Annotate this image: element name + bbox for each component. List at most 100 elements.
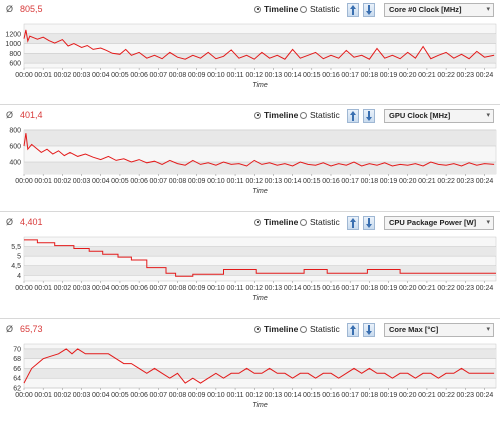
move-up-button[interactable] <box>347 3 359 17</box>
x-tick-label: 00:06 <box>130 285 148 292</box>
statistic-radio[interactable]: Statistic <box>300 4 340 14</box>
x-tick-label: 00:16 <box>322 72 340 79</box>
radio-selected-icon <box>254 111 261 119</box>
statistic-radio[interactable]: Statistic <box>300 324 340 334</box>
x-tick-label: 00:05 <box>111 178 129 185</box>
x-tick-label: 00:01 <box>34 392 52 399</box>
chart-panel-core-clock: Ø 805,5 Timeline Statistic Core #0 Clock… <box>0 0 500 104</box>
panel-divider <box>0 211 500 212</box>
x-tick-label: 00:15 <box>303 72 321 79</box>
chevron-down-icon: ▾ <box>486 112 490 119</box>
move-down-button[interactable] <box>363 109 375 123</box>
move-down-button[interactable] <box>363 323 375 337</box>
sensor-select[interactable]: GPU Clock [MHz] ▾ <box>384 109 494 123</box>
timeline-radio[interactable]: Timeline <box>254 110 298 120</box>
x-tick-label: 00:23 <box>457 72 475 79</box>
timeline-radio[interactable]: Timeline <box>254 324 298 334</box>
grid-band <box>24 265 496 276</box>
timeline-radio[interactable]: Timeline <box>254 4 298 14</box>
x-tick-label: 00:24 <box>476 392 494 399</box>
x-tick-label: 00:20 <box>399 72 417 79</box>
x-tick-label: 00:13 <box>265 285 283 292</box>
x-tick-label: 00:09 <box>188 392 206 399</box>
average-value: 4,401 <box>20 217 43 227</box>
move-down-button[interactable] <box>363 3 375 17</box>
x-tick-label: 00:12 <box>245 72 263 79</box>
x-tick-label: 00:22 <box>437 285 455 292</box>
chevron-down-icon: ▾ <box>486 326 490 333</box>
panel-divider <box>0 318 500 319</box>
x-tick-label: 00:08 <box>169 178 187 185</box>
radio-selected-icon <box>254 218 261 226</box>
x-tick-label: 00:23 <box>457 178 475 185</box>
x-axis-label: Time <box>252 188 268 195</box>
x-tick-label: 00:24 <box>476 285 494 292</box>
y-tick-label: 5 <box>17 254 21 261</box>
statistic-label: Statistic <box>310 4 340 14</box>
x-tick-label: 00:12 <box>245 178 263 185</box>
arrow-up-icon <box>350 325 356 335</box>
y-tick-label: 66 <box>13 366 21 373</box>
timeline-label: Timeline <box>264 324 299 334</box>
line-chart: 44,555,500:00 00:01 00:02 00:03 00:04 00:05 00… <box>11 236 497 302</box>
x-tick-label: 00:17 <box>341 285 359 292</box>
x-tick-label: 00:07 <box>150 392 168 399</box>
y-tick-label: 4 <box>17 273 21 280</box>
chevron-down-icon: ▾ <box>486 219 490 226</box>
grid-band <box>24 33 496 44</box>
x-tick-label: 00:14 <box>284 178 302 185</box>
average-symbol: Ø <box>6 217 14 227</box>
x-tick-label: 00:04 <box>92 72 110 79</box>
x-tick-label: 00:05 <box>111 285 129 292</box>
x-tick-label: 00:14 <box>284 72 302 79</box>
x-tick-label: 00:17 <box>341 178 359 185</box>
x-tick-label: 00:00 <box>15 392 33 399</box>
x-tick-label: 00:11 <box>227 178 244 185</box>
x-tick-label: 00:15 <box>303 178 321 185</box>
x-tick-label: 00:10 <box>207 392 225 399</box>
grid-band <box>24 246 496 257</box>
series-line <box>23 29 495 60</box>
x-tick-label: 00:14 <box>284 285 302 292</box>
move-down-button[interactable] <box>363 216 375 230</box>
timeline-radio[interactable]: Timeline <box>254 217 298 227</box>
statistic-radio[interactable]: Statistic <box>300 217 340 227</box>
x-tick-label: 00:12 <box>245 285 263 292</box>
statistic-radio[interactable]: Statistic <box>300 110 340 120</box>
x-tick-label: 00:19 <box>380 178 398 185</box>
move-up-button[interactable] <box>347 323 359 337</box>
x-tick-label: 00:00 <box>15 178 33 185</box>
panel-header: Ø 805,5 Timeline Statistic Core #0 Clock… <box>0 0 500 22</box>
statistic-label: Statistic <box>310 324 340 334</box>
x-tick-label: 00:04 <box>92 178 110 185</box>
sensor-select[interactable]: CPU Package Power [W] ▾ <box>384 216 494 230</box>
x-tick-label: 00:09 <box>188 72 206 79</box>
arrow-down-icon <box>366 5 372 15</box>
average-symbol: Ø <box>6 4 14 14</box>
x-tick-label: 00:20 <box>399 392 417 399</box>
sensor-select-value: GPU Clock [MHz] <box>389 111 451 120</box>
x-tick-label: 00:20 <box>399 285 417 292</box>
x-tick-label: 00:13 <box>265 392 283 399</box>
x-tick-label: 00:12 <box>245 392 263 399</box>
timeline-label: Timeline <box>264 110 299 120</box>
x-tick-label: 00:13 <box>265 178 283 185</box>
x-tick-label: 00:22 <box>437 72 455 79</box>
timeline-label: Timeline <box>264 4 299 14</box>
x-tick-label: 00:10 <box>207 285 225 292</box>
x-tick-label: 00:01 <box>34 72 52 79</box>
radio-unselected-icon <box>300 111 307 119</box>
y-tick-label: 800 <box>9 128 21 135</box>
y-tick-label: 70 <box>13 346 21 353</box>
sensor-select[interactable]: Core Max [°C] ▾ <box>384 323 494 337</box>
move-up-button[interactable] <box>347 216 359 230</box>
move-up-button[interactable] <box>347 109 359 123</box>
sensor-select[interactable]: Core #0 Clock [MHz] ▾ <box>384 3 494 17</box>
y-tick-label: 5,5 <box>11 244 21 251</box>
chart-panel-core-temp: Ø 65,73 Timeline Statistic Core Max [°C]… <box>0 320 500 424</box>
series-line <box>23 348 495 384</box>
line-chart: 62 64 66 68 70 00:00 00:01 00:02 00:03 00:04 00:05… <box>13 343 497 409</box>
x-tick-label: 00:10 <box>207 72 225 79</box>
arrow-down-icon <box>366 218 372 228</box>
x-tick-label: 00:15 <box>303 392 321 399</box>
